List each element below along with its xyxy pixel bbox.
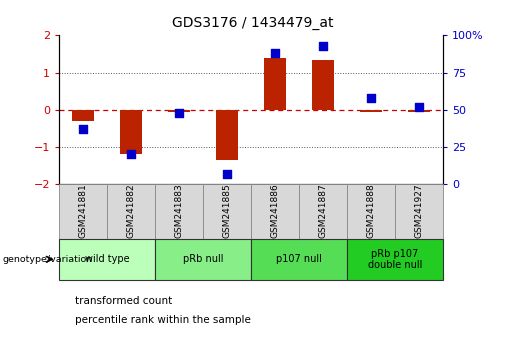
Bar [251,184,299,239]
Point [367,95,375,101]
Bar [264,58,286,110]
Bar [299,184,347,239]
Text: GSM241881: GSM241881 [79,183,88,238]
Point [79,126,88,132]
Bar [73,110,94,121]
Point [223,171,231,177]
Bar [347,239,443,280]
Bar [168,110,190,112]
Text: GSM241883: GSM241883 [175,183,184,238]
Bar [203,184,251,239]
Text: GDS3176 / 1434479_at: GDS3176 / 1434479_at [171,16,333,30]
Bar [121,110,142,154]
Text: GSM241927: GSM241927 [415,183,423,238]
Text: GSM241886: GSM241886 [270,183,280,238]
Point [127,152,135,157]
Bar [216,110,238,160]
Text: wild type: wild type [85,254,129,264]
Bar [408,110,430,112]
Bar [395,184,443,239]
Point [415,104,423,110]
Text: genotype/variation: genotype/variation [3,255,93,264]
Bar [347,184,395,239]
Text: percentile rank within the sample: percentile rank within the sample [75,315,251,325]
Text: pRb null: pRb null [183,254,224,264]
Bar [107,184,155,239]
Text: GSM241888: GSM241888 [367,183,375,238]
Bar [59,239,155,280]
Bar [155,239,251,280]
Point [271,50,279,56]
Bar [360,110,382,112]
Bar [155,184,203,239]
Text: GSM241885: GSM241885 [222,183,232,238]
Text: p107 null: p107 null [276,254,322,264]
Point [319,43,327,48]
Bar [251,239,347,280]
Bar [312,59,334,110]
Text: GSM241887: GSM241887 [318,183,328,238]
Point [175,110,183,115]
Bar [59,184,107,239]
Text: GSM241882: GSM241882 [127,183,135,238]
Text: pRb p107
double null: pRb p107 double null [368,249,422,270]
Text: transformed count: transformed count [75,296,172,306]
